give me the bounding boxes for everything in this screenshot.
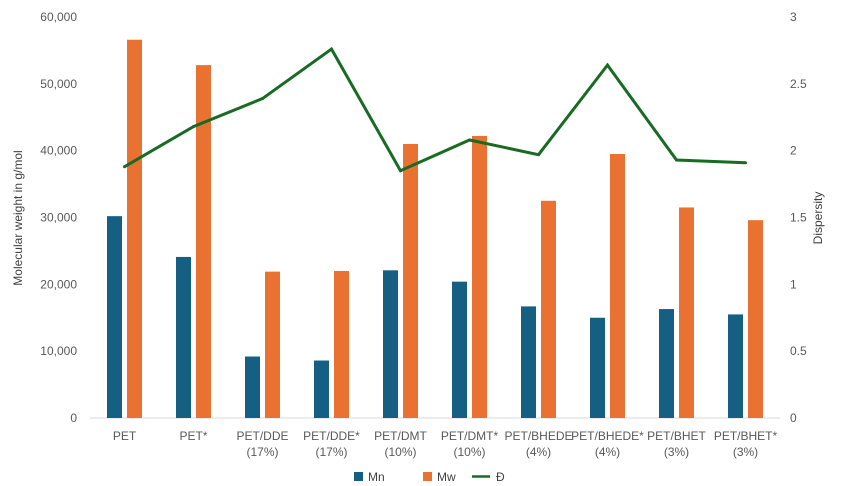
x-axis: PET PET* PET/DDE (17%) PET/DDE* (17%) PET/DMT (… [113, 429, 778, 459]
y-tick-label-left: 50,000 [40, 77, 77, 91]
x-tick-label: (17%) [315, 445, 347, 459]
y-tick-label-right: 0 [790, 411, 797, 425]
y-axis-title-left: Molecular weight in g/mol [11, 150, 25, 285]
y-tick-label-right: 0.5 [790, 344, 807, 358]
bar-mw [127, 39, 142, 419]
bar-mw [541, 200, 556, 418]
legend: Mn Mw Đ [354, 470, 505, 484]
legend-label-mw: Mw [437, 470, 456, 484]
legend-swatch-mw [423, 472, 432, 481]
y-tick-label-left: 20,000 [40, 277, 77, 291]
x-tick-label: (3%) [733, 445, 758, 459]
dispersity-point [744, 161, 747, 165]
dispersity-point [192, 125, 195, 129]
legend-swatch-mn [354, 472, 363, 481]
x-tick-label: PET/BHET [647, 429, 706, 443]
dispersity-point [606, 63, 609, 67]
bar-mn [452, 281, 467, 418]
y-tick-label-left: 30,000 [40, 211, 77, 225]
y-tick-label-left: 0 [70, 411, 77, 425]
y-tick-label-left: 60,000 [40, 10, 77, 24]
bar-mn [314, 360, 329, 418]
y-tick-label-left: 40,000 [40, 144, 77, 158]
bar-mw [748, 220, 763, 418]
legend-label-dispersity: Đ [496, 470, 505, 484]
bar-mn [590, 317, 605, 418]
y-tick-label-right: 1 [790, 277, 797, 291]
x-tick-label: (4%) [526, 445, 551, 459]
bar-mn [728, 314, 743, 418]
bars [107, 39, 763, 419]
y-tick-label-right: 2.5 [790, 77, 807, 91]
bar-mw [472, 135, 487, 419]
bar-mn [245, 356, 260, 418]
x-tick-label: PET* [179, 429, 207, 443]
x-tick-label: PET/BHEDE [504, 429, 572, 443]
dispersity-point [537, 153, 540, 157]
legend-label-mn: Mn [368, 470, 385, 484]
y-axis-left: 0 10,000 20,000 30,000 40,000 50,000 60,000 [40, 10, 77, 425]
dispersity-point [123, 165, 126, 169]
dispersity-point [468, 138, 471, 142]
y-tick-label-right: 2 [790, 144, 797, 158]
y-tick-label-right: 3 [790, 10, 797, 24]
y-tick-label-left: 10,000 [40, 344, 77, 358]
x-tick-label: PET/DDE* [303, 429, 360, 443]
x-tick-label: PET/BHET* [714, 429, 778, 443]
dispersity-point [399, 169, 402, 173]
bar-mn [659, 309, 674, 418]
bar-mw [334, 270, 349, 418]
x-tick-label: (4%) [595, 445, 620, 459]
x-tick-label: (17%) [246, 445, 278, 459]
bar-mw [679, 207, 694, 418]
bar-mn [176, 256, 191, 418]
bar-mn [107, 216, 122, 418]
dispersity-line [123, 46, 746, 173]
x-tick-label: PET/DMT [374, 429, 427, 443]
dispersity-point [675, 158, 678, 162]
y-tick-label-right: 1.5 [790, 211, 807, 225]
x-tick-label: PET/DMT* [441, 429, 499, 443]
y-axis-title-right: Dispersity [811, 192, 825, 245]
x-tick-label: PET/BHEDE* [571, 429, 644, 443]
bar-mn [383, 270, 398, 418]
x-tick-label: PET [113, 429, 137, 443]
x-tick-label: (10%) [453, 445, 485, 459]
dispersity-point [261, 97, 264, 101]
bar-mw [610, 154, 625, 418]
bar-mw [196, 65, 211, 419]
x-tick-label: (3%) [664, 445, 689, 459]
y-axis-right: 0 0.5 1 1.5 2 2.5 3 [790, 10, 807, 425]
x-tick-label: (10%) [384, 445, 416, 459]
bar-mn [521, 306, 536, 418]
x-tick-label: PET/DDE [236, 429, 288, 443]
dispersity-point [330, 47, 333, 51]
line-series [123, 46, 747, 173]
bar-mw [265, 271, 280, 418]
bar-mw [403, 143, 418, 418]
